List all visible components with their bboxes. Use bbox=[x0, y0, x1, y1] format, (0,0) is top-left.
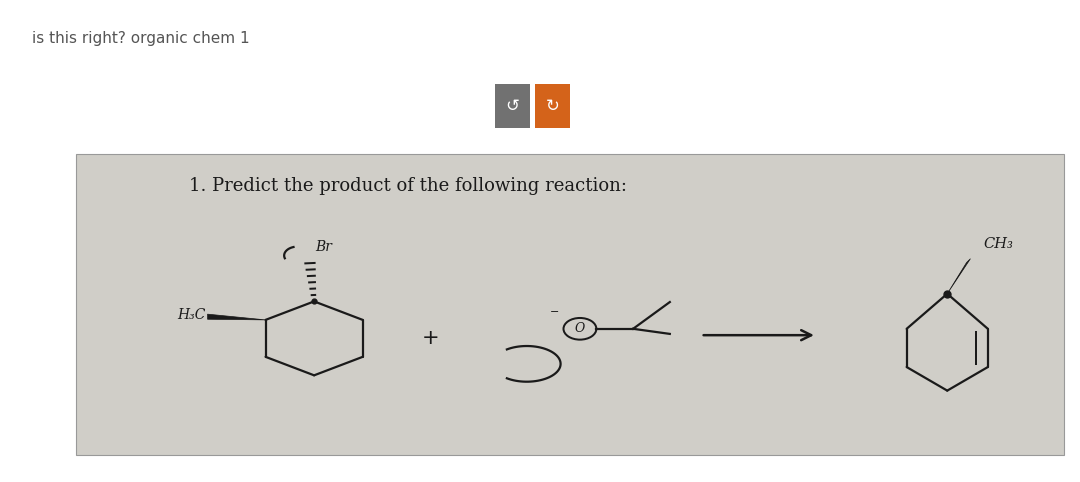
Text: +: + bbox=[421, 328, 438, 348]
Text: H₃C: H₃C bbox=[177, 308, 205, 322]
Text: 1. Predict the product of the following reaction:: 1. Predict the product of the following … bbox=[189, 176, 627, 195]
Text: Br: Br bbox=[315, 240, 332, 254]
FancyBboxPatch shape bbox=[535, 84, 570, 128]
FancyBboxPatch shape bbox=[495, 84, 530, 128]
FancyBboxPatch shape bbox=[76, 154, 1064, 455]
Text: ↺: ↺ bbox=[505, 97, 519, 115]
Polygon shape bbox=[947, 259, 971, 294]
Text: O: O bbox=[575, 322, 585, 335]
Text: ↻: ↻ bbox=[545, 97, 559, 115]
Text: −: − bbox=[550, 307, 559, 317]
Polygon shape bbox=[207, 314, 266, 320]
Text: CH₃: CH₃ bbox=[983, 237, 1013, 251]
Text: is this right? organic chem 1: is this right? organic chem 1 bbox=[32, 31, 251, 46]
